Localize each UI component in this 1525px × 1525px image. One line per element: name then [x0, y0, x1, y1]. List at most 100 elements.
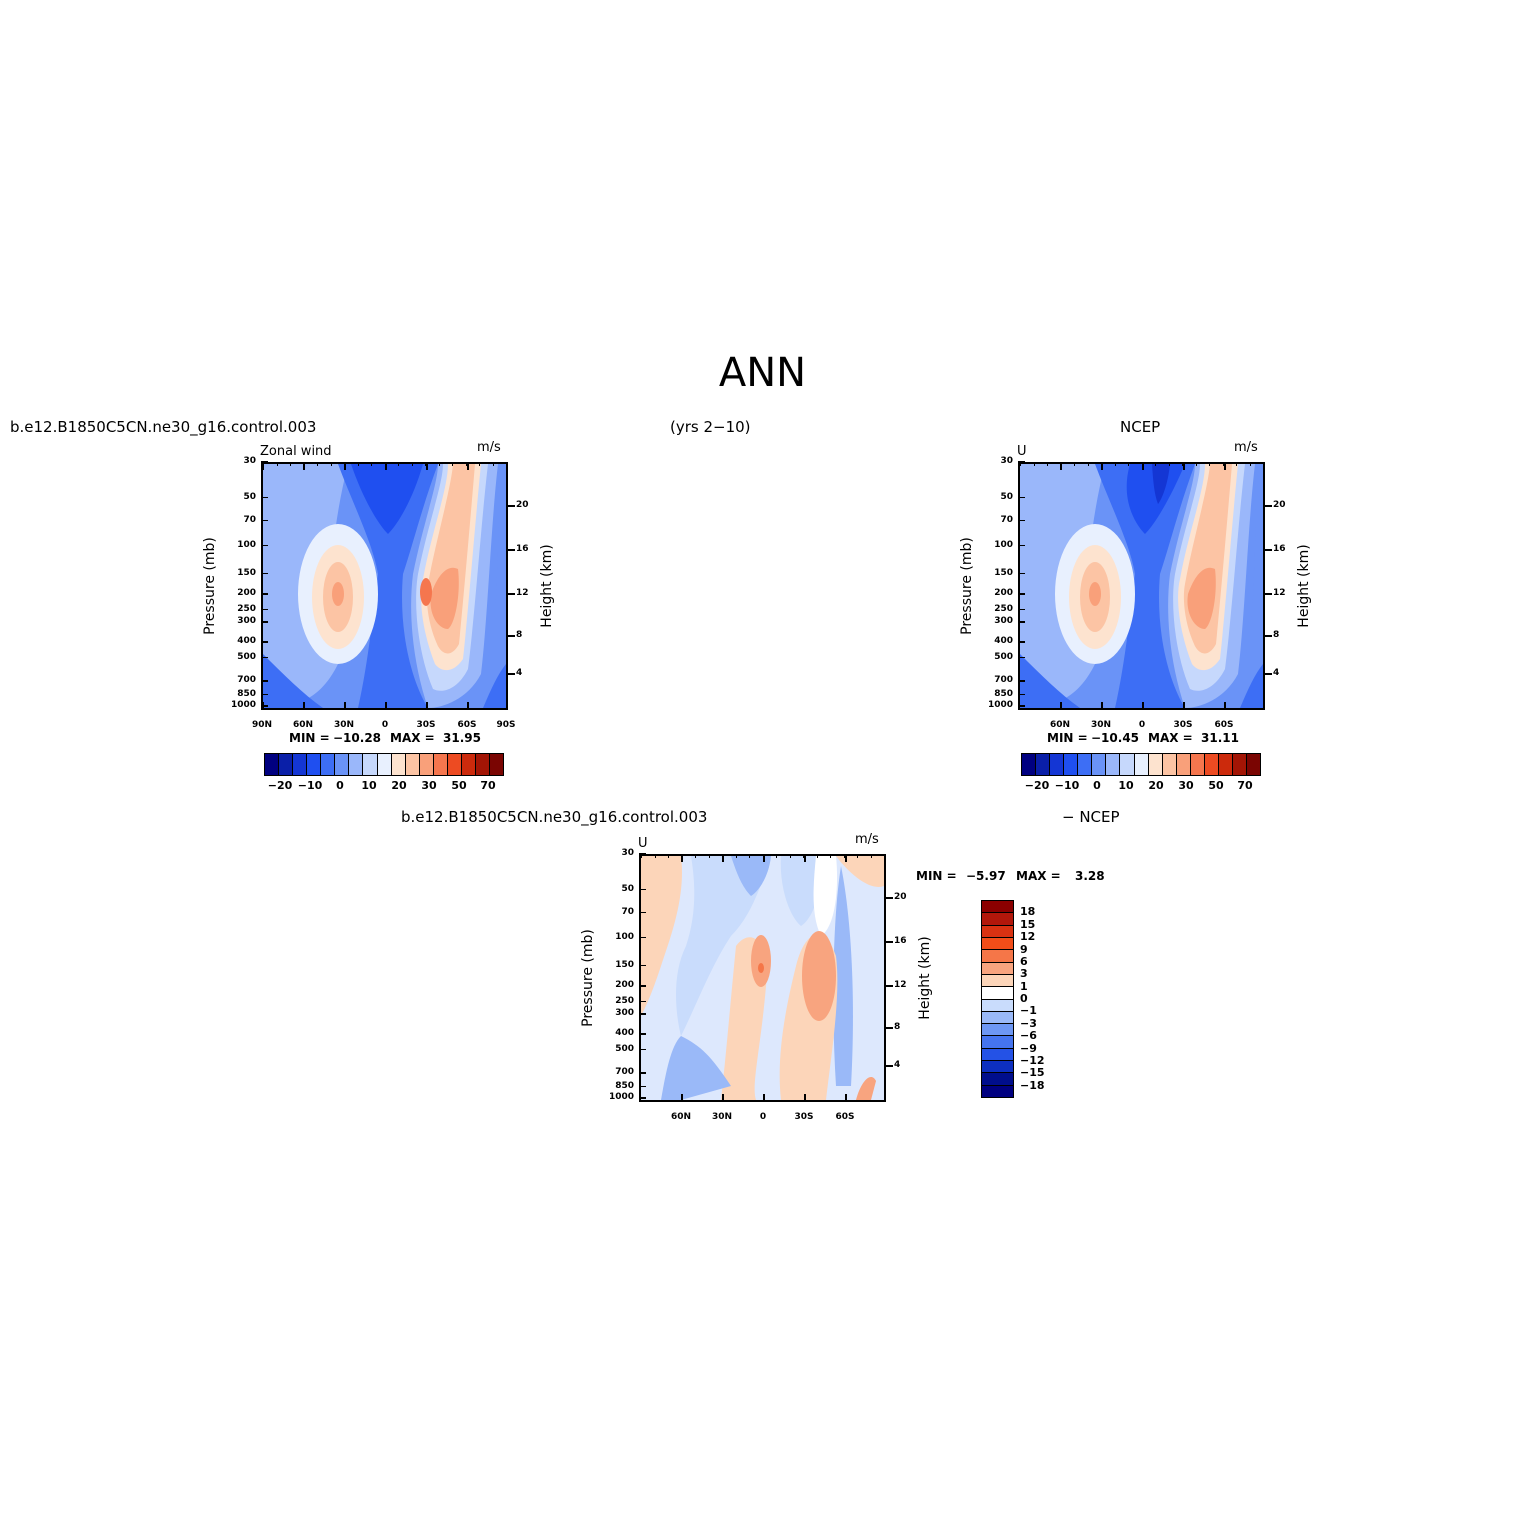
obs-xtick-top-0 — [1060, 462, 1062, 470]
model-minor-tick-17 — [492, 462, 494, 466]
cbar-model-swatch-10 — [405, 754, 420, 775]
model-ytick-label-1: 50 — [243, 491, 256, 502]
cbar-diff-label-3: 9 — [1020, 942, 1028, 956]
diff-minor-tick-1 — [654, 854, 656, 858]
model-xtick-bottom-0 — [262, 702, 264, 710]
model-minor-tick-0 — [263, 462, 264, 466]
model-ytick-12 — [261, 705, 268, 707]
diff-minor-tick-6 — [722, 854, 723, 858]
diff-minor-tick-17 — [870, 854, 872, 858]
diff-xtick-label-4: 60S — [835, 1112, 855, 1122]
diff-ytick-11 — [639, 1085, 646, 1088]
diff-colorbar — [981, 900, 1014, 1098]
obs-xtick-label-1: 30N — [1090, 720, 1112, 730]
svg-obs-nh-surface — [1020, 654, 1080, 708]
diff-ytick-label-4: 150 — [615, 959, 634, 970]
cbar-diff-swatch-10 — [982, 1024, 1013, 1037]
cbar-model-label-3: 10 — [361, 779, 377, 792]
model-ytick-11 — [261, 693, 268, 696]
obs-minor-tick-1 — [1033, 462, 1035, 466]
cbar-model-label-0: −20 — [267, 779, 293, 792]
obs-minor-tick-5 — [1087, 462, 1089, 466]
svg-obs-sh-polar — [1220, 464, 1263, 708]
svg-diff-pos-sh-core — [802, 931, 836, 1021]
diff-xtick-top-3 — [804, 854, 806, 862]
diff-minor-tick-7 — [735, 854, 737, 858]
cbar-diff-swatch-3 — [982, 937, 1013, 951]
model-ytick-label-7: 300 — [237, 616, 256, 627]
cbar-obs-swatch-7 — [1120, 754, 1135, 775]
cbar-obs-swatch-12 — [1190, 754, 1205, 775]
model-contour — [263, 464, 506, 708]
obs-ytick-2 — [1018, 519, 1025, 522]
obs-ytick-12 — [1018, 705, 1025, 707]
diff-minor-tick-18 — [884, 854, 885, 858]
svg-model-strat-easterly — [351, 464, 423, 534]
cbar-obs-swatch-1 — [1036, 754, 1051, 775]
diff-min-value: −5.97 — [966, 869, 1006, 883]
model-xtick-label-5: 60S — [457, 720, 477, 730]
model-minor-tick-7 — [357, 462, 359, 466]
diff-ytick-6 — [639, 1000, 646, 1003]
diff-y2label: Height (km) — [917, 936, 933, 1020]
obs-ytick-label-3: 100 — [994, 539, 1013, 550]
cbar-model-swatch-12 — [433, 754, 448, 775]
cbar-diff-label-10: −6 — [1020, 1029, 1037, 1043]
cbar-diff-label-13: −15 — [1020, 1066, 1045, 1080]
model-minor-tick-3 — [303, 462, 305, 466]
model-max-label: MAX = — [390, 731, 435, 745]
diff-min-label: MIN = — [916, 869, 957, 883]
cbar-diff-label-0: 18 — [1020, 905, 1036, 919]
obs-y2tick-4 — [1265, 673, 1272, 675]
model-minor-tick-12 — [425, 462, 426, 466]
obs-ytick-label-12: 1000 — [987, 700, 1013, 710]
cbar-diff-swatch-0 — [982, 901, 1013, 914]
model-ytick-label-8: 400 — [237, 636, 256, 647]
diff-xtick-bottom-1 — [722, 1094, 724, 1102]
obs-min-value: −10.45 — [1091, 731, 1140, 745]
diff-ytick-12 — [639, 1097, 646, 1099]
cbar-model-swatch-11 — [419, 754, 434, 775]
cbar-model-swatch-9 — [391, 754, 406, 775]
cbar-obs-swatch-9 — [1148, 754, 1163, 775]
page-title: ANN — [718, 350, 807, 396]
cbar-diff-swatch-5 — [982, 962, 1013, 975]
obs-xtick-top-4 — [1224, 462, 1226, 470]
model-y2tick-2 — [508, 593, 515, 595]
svg-model-sh-jet-l5 — [430, 567, 459, 629]
diff-xtick-top-4 — [845, 854, 847, 862]
diff-ytick-label-6: 250 — [615, 995, 634, 1006]
obs-xtick-top-1 — [1101, 462, 1103, 470]
obs-xtick-label-4: 60S — [1214, 720, 1234, 730]
diff-ytick-label-12: 1000 — [608, 1092, 634, 1102]
obs-minor-tick-7 — [1114, 462, 1116, 466]
diff-ytick-10 — [639, 1072, 646, 1074]
model-ytick-3 — [261, 544, 268, 547]
model-ytick-label-10: 700 — [237, 675, 256, 686]
obs-xtick-bottom-1 — [1101, 702, 1103, 710]
model-minor-tick-14 — [452, 462, 453, 466]
obs-ytick-0 — [1018, 461, 1025, 463]
cbar-obs-swatch-3 — [1064, 754, 1079, 775]
diff-max-value: 3.28 — [1075, 869, 1105, 883]
cbar-obs-label-1: −10 — [1054, 779, 1080, 792]
obs-ytick-9 — [1018, 656, 1025, 659]
model-minor-tick-1 — [276, 462, 278, 466]
diff-ytick-3 — [639, 936, 646, 939]
obs-ytick-label-8: 400 — [994, 636, 1013, 647]
obs-y2tick-1 — [1265, 549, 1272, 551]
model-y2tick-1 — [508, 549, 515, 551]
cbar-obs-swatch-4 — [1078, 754, 1093, 775]
obs-minor-tick-0 — [1020, 462, 1021, 466]
svg-diff-pos-sfc — [856, 1077, 876, 1100]
cbar-obs-label-7: 70 — [1237, 779, 1253, 792]
diff-y2tick-2 — [886, 985, 893, 987]
cbar-diff-swatch-12 — [982, 1048, 1013, 1062]
svg-obs-sh-surface — [1240, 664, 1263, 708]
model-xtick-bottom-4 — [426, 702, 428, 710]
model-xtick-top-3 — [385, 462, 387, 470]
diff-ytick-label-3: 100 — [615, 931, 634, 942]
cbar-model-swatch-8 — [377, 754, 392, 775]
diff-y2tick-label-4: 4 — [894, 1060, 901, 1070]
model-variable-label: Zonal wind — [260, 444, 332, 459]
